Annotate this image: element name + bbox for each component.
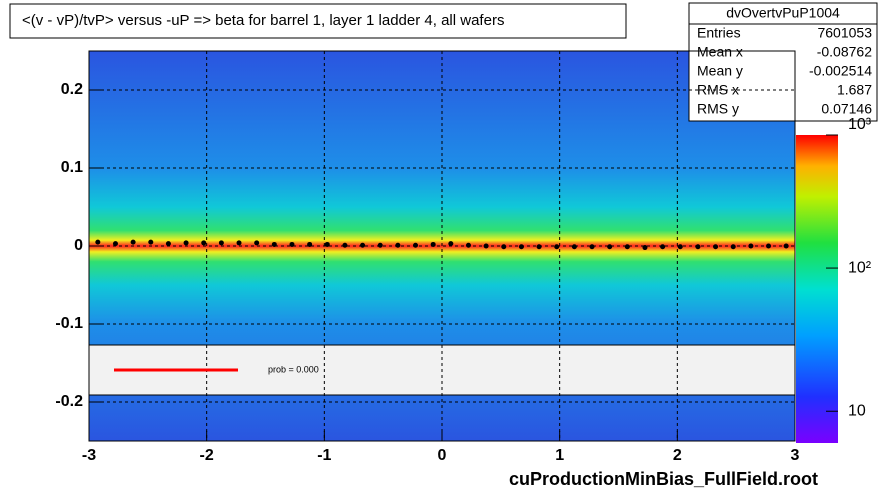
- profile-point: [413, 242, 419, 248]
- title-box: [9, 3, 627, 39]
- profile-point: [307, 241, 313, 247]
- profile-point: [536, 244, 542, 250]
- y-tick-label: -0.2: [55, 393, 83, 410]
- profile-point: [589, 244, 595, 250]
- x-tick-label: 1: [555, 447, 564, 464]
- stats-label: RMS y: [697, 101, 739, 117]
- profile-point: [360, 242, 366, 248]
- profile-point: [324, 241, 330, 247]
- profile-point: [677, 244, 683, 250]
- profile-point: [289, 241, 295, 247]
- y-tick-label: 0.1: [61, 159, 83, 176]
- profile-point: [501, 244, 507, 250]
- profile-point: [95, 239, 101, 245]
- profile-point: [130, 239, 136, 245]
- x-tick-label: -2: [200, 447, 214, 464]
- stats-label: Mean y: [697, 63, 743, 79]
- y-tick-label: 0.2: [61, 81, 83, 98]
- x-tick-label: -3: [82, 447, 96, 464]
- profile-point: [465, 242, 471, 248]
- y-tick-label: 0: [74, 237, 83, 254]
- z-tick-label: 10: [848, 402, 866, 419]
- profile-point: [783, 243, 789, 249]
- profile-point: [218, 240, 224, 246]
- profile-point: [483, 243, 489, 249]
- profile-point: [165, 241, 171, 247]
- stats-label: Entries: [697, 25, 741, 41]
- stats-box: [688, 2, 878, 122]
- x-tick-label: 2: [673, 447, 682, 464]
- stats-value: 0.07146: [821, 101, 872, 117]
- profile-point: [183, 240, 189, 246]
- stats-value: -0.08762: [817, 44, 872, 60]
- profile-point: [271, 241, 277, 247]
- stats-value: -0.002514: [809, 63, 872, 79]
- x-axis-label: cuProductionMinBias_FullField.root: [509, 469, 818, 489]
- profile-point: [624, 244, 630, 250]
- profile-point: [201, 240, 207, 246]
- profile-point: [148, 239, 154, 245]
- profile-point: [254, 240, 260, 246]
- profile-point: [518, 244, 524, 250]
- x-tick-label: -1: [317, 447, 331, 464]
- profile-point: [660, 244, 666, 250]
- z-tick-label: 10²: [848, 259, 872, 276]
- profile-point: [748, 243, 754, 249]
- profile-point: [448, 241, 454, 247]
- stats-label: RMS x: [697, 82, 739, 98]
- chart-title: <(v - vP)/tvP> versus -uP => beta for ba…: [22, 12, 504, 29]
- profile-point: [377, 242, 383, 248]
- profile-point: [430, 241, 436, 247]
- x-tick-label: 3: [791, 447, 800, 464]
- profile-point: [236, 240, 242, 246]
- profile-point: [554, 244, 560, 250]
- y-tick-label: -0.1: [55, 315, 83, 332]
- stats-value: 7601053: [817, 25, 872, 41]
- stats-label: Mean x: [697, 44, 743, 60]
- profile-point: [342, 242, 348, 248]
- z-tick-label: 10³: [848, 116, 872, 133]
- color-bar: [796, 135, 838, 443]
- stats-value: 1.687: [837, 82, 872, 98]
- profile-point: [571, 244, 577, 250]
- profile-point: [766, 243, 772, 249]
- profile-point: [730, 244, 736, 250]
- profile-point: [112, 241, 118, 247]
- profile-point: [607, 244, 613, 250]
- profile-point: [395, 242, 401, 248]
- legend-text: prob = 0.000: [268, 364, 319, 374]
- profile-point: [695, 244, 701, 250]
- profile-point: [713, 244, 719, 250]
- profile-point: [642, 245, 648, 251]
- x-tick-label: 0: [438, 447, 447, 464]
- stats-title: dvOvertvPuP1004: [726, 5, 840, 21]
